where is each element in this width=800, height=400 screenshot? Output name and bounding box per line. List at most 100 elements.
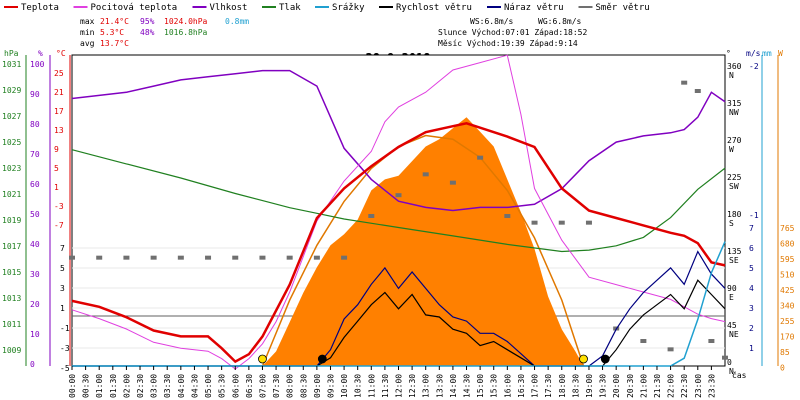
x-tick-label: 07:30 (272, 374, 281, 398)
hpa-tick: 1021 (2, 190, 21, 199)
w-tick: 680 (780, 240, 795, 249)
x-tick-label: 01:30 (109, 374, 118, 398)
series-gust-line (72, 250, 726, 367)
plot-area (69, 54, 728, 370)
stats-min-hum: 48% (140, 28, 155, 37)
pct-tick: 20 (30, 300, 40, 309)
x-tick-label: 22:00 (667, 374, 676, 398)
x-tick-label: 11:00 (367, 374, 376, 398)
pct-tick: 40 (30, 240, 40, 249)
hpa-tick: 1027 (2, 112, 21, 121)
time-label: čas (732, 370, 747, 380)
hpa-tick: 1017 (2, 242, 21, 251)
x-tick-label: 19:00 (585, 374, 594, 398)
hpa-tick: 1031 (2, 60, 21, 69)
w-tick: 0 (780, 364, 785, 373)
axis-units: hPa % °C ° m/s mm W čas (4, 49, 783, 380)
ms-tick: 3 (749, 304, 754, 313)
deg-tick: 180 (727, 210, 742, 219)
pct-tick: 100 (30, 60, 45, 69)
x-tick-label: 08:30 (299, 374, 308, 398)
info-ws: WS:6.8m/s (470, 17, 514, 26)
deg-tick: 45 (727, 321, 737, 330)
x-tick-label: 13:00 (422, 374, 431, 398)
c-tick: 9 (54, 145, 59, 154)
info-sun: Slunce Východ:07:01 Západ:18:52 (438, 28, 587, 37)
marker-sunrise (258, 354, 267, 364)
ms-tick: 1 (749, 344, 754, 353)
series-dir-point (313, 255, 320, 260)
x-tick-label: 03:30 (163, 374, 172, 398)
left-axes: 1031102910271025102310211019101710151013… (2, 55, 71, 373)
series-dir-point (341, 255, 348, 260)
x-tick-label: 12:30 (408, 374, 417, 398)
x-tick-label: 22:30 (680, 374, 689, 398)
c-low-tick: -1 (60, 324, 70, 333)
c-low-tick: -3 (60, 344, 70, 353)
c-tick: -7 (54, 221, 64, 230)
dir-tick: S (729, 219, 734, 228)
series-dir-point (681, 80, 688, 85)
x-tick-label: 12:00 (395, 374, 404, 398)
dir-tick: N (729, 71, 734, 80)
c-tick: 17 (54, 107, 64, 116)
pct-unit: % (38, 49, 43, 58)
hpa-tick: 1013 (2, 294, 21, 303)
ms-tick: 2 (749, 324, 754, 333)
x-tick-label: 16:30 (517, 374, 526, 398)
series-dir-point (96, 255, 103, 260)
x-tick-label: 23:30 (707, 374, 716, 398)
x-axis: 00:00 00:30 01:00 01:30 02:00 02:30 03:00 03:30… (68, 366, 716, 398)
ms-tick: -2 (749, 62, 759, 71)
series-dir-point (694, 89, 701, 93)
stats-avg-label: avg (80, 39, 95, 48)
stats-min-label: min (80, 28, 95, 37)
legend-label-feels: Pocitová teplota (91, 3, 178, 13)
x-tick-label: 05:30 (218, 374, 227, 398)
dir-tick: E (729, 293, 734, 302)
x-tick-label: 09:30 (326, 374, 335, 398)
series-dir-point (177, 255, 184, 260)
legend-label-temp: Teplota (21, 3, 59, 13)
x-tick-label: 15:00 (476, 374, 485, 398)
series-dir-point (368, 214, 375, 218)
x-tick-label: 20:00 (612, 374, 621, 398)
stats-max-hum: 95% (140, 17, 155, 26)
series-dir-point (422, 172, 429, 177)
x-tick-label: 16:00 (503, 374, 512, 398)
series-dir-point (477, 155, 484, 160)
series-dir-point (449, 180, 456, 185)
stats-min-press: 1016.8hPa (164, 28, 208, 37)
x-tick-label: 23:00 (694, 374, 703, 398)
stats-max-label: max (80, 17, 95, 26)
c-tick: 25 (54, 69, 64, 78)
ms-unit: m/s (746, 49, 761, 58)
series-dir-point (69, 255, 75, 260)
ms-tick: 4 (749, 284, 754, 293)
x-tick-label: 20:30 (626, 374, 635, 398)
series-rain-line (72, 241, 726, 367)
c-tick: 21 (54, 88, 64, 97)
x-tick-label: 02:30 (136, 374, 145, 398)
ms-tick: 5 (749, 264, 754, 273)
x-tick-label: 19:30 (599, 374, 608, 398)
pct-tick: 50 (30, 210, 40, 219)
legend-label-wind: Rychlost větru (396, 3, 472, 13)
x-tick-label: 10:00 (340, 374, 349, 398)
series-dir-point (259, 255, 266, 260)
pct-tick: 30 (30, 270, 40, 279)
series-wind-line (72, 279, 726, 367)
x-tick-label: 10:30 (354, 374, 363, 398)
dir-tick: SW (729, 182, 739, 191)
series-hum-line (71, 69, 726, 212)
hpa-unit: hPa (4, 49, 19, 58)
c-low-tick: -5 (60, 364, 70, 373)
x-tick-label: 17:00 (531, 374, 540, 398)
series-dir-point (395, 193, 402, 198)
x-tick-label: 11:30 (381, 374, 390, 398)
hpa-tick: 1011 (2, 320, 21, 329)
w-tick: 170 (780, 333, 795, 342)
info-wg: WG:6.8m/s (538, 17, 582, 26)
series-dir-point (150, 255, 157, 260)
